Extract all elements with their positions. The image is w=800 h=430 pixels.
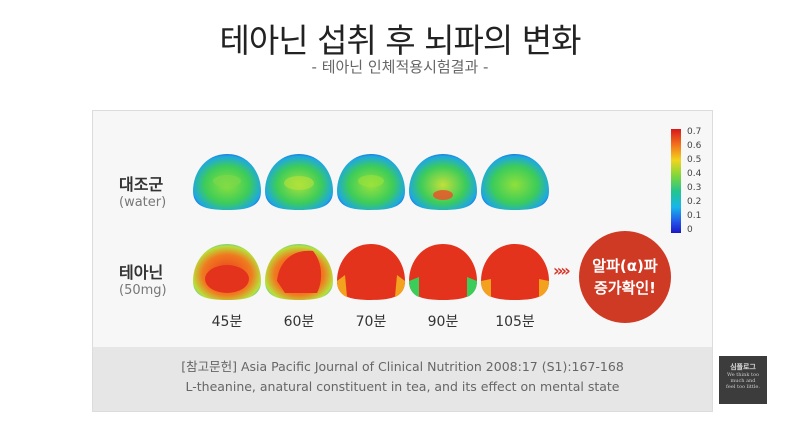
brain-map-control-105 [481,154,549,210]
page-title: 테아닌 섭취 후 뇌파의 변화 [219,21,582,60]
color-scale-tick: 0.6 [687,141,702,151]
results-panel: 대조군 (water) 테아닌 (50mg) [92,110,713,412]
badge-line-1: 알파(α)파 [592,257,658,275]
time-label-90: 90분 [427,314,459,330]
badge-line-2: 증가확인! [593,279,657,297]
time-label-45: 45분 [211,314,243,330]
control-group-name: 대조군 [119,175,164,194]
brain-map-control-90 [409,154,477,210]
reference-footer: [참고문헌] Asia Pacific Journal of Clinical … [93,347,712,411]
logo-stamp: 심플로그 We think too much and feel too litt… [719,356,767,404]
brain-map-theanine-70 [337,244,405,300]
time-label-105: 105분 [495,314,535,330]
theanine-group-name: 테아닌 [119,263,164,282]
theanine-group-sub: (50mg) [119,283,167,298]
reference-line-1: [참고문헌] Asia Pacific Journal of Clinical … [181,359,624,374]
color-scale-tick: 0.4 [687,169,702,179]
logo-stamp-line: We think too [727,372,759,378]
logo-stamp-line: feel too little. [726,384,760,390]
color-scale-tick: 0 [687,225,693,235]
arrows-icon: »» [553,261,571,280]
color-scale-tick: 0.2 [687,197,702,207]
logo-stamp-line: much and [730,378,756,384]
color-scale-bar [671,129,681,233]
alpha-wave-badge: 알파(α)파 증가확인! [579,231,671,323]
brain-map-theanine-105 [481,244,549,300]
brain-map-theanine-45 [193,244,261,300]
color-scale-tick: 0.1 [687,211,702,221]
color-scale-tick: 0.3 [687,183,702,193]
color-scale-tick: 0.7 [687,127,702,137]
brain-map-theanine-60 [265,244,333,300]
time-label-70: 70분 [355,314,387,330]
brain-map-control-60 [265,154,333,210]
control-group-sub: (water) [119,195,167,210]
theanine-group-label: 테아닌 (50mg) [119,259,167,298]
color-scale-tick: 0.5 [687,155,702,165]
logo-stamp-title: 심플로그 [730,363,756,371]
brain-map-control-70 [337,154,405,210]
brain-map-theanine-90 [409,244,477,300]
control-group-label: 대조군 (water) [119,171,166,210]
time-label-60: 60분 [283,314,315,330]
page-subtitle: - 테아닌 인체적용시험결과 - [311,58,489,76]
reference-line-2: L-theanine, anatural constituent in tea,… [185,379,620,394]
brain-map-control-45 [193,154,261,210]
